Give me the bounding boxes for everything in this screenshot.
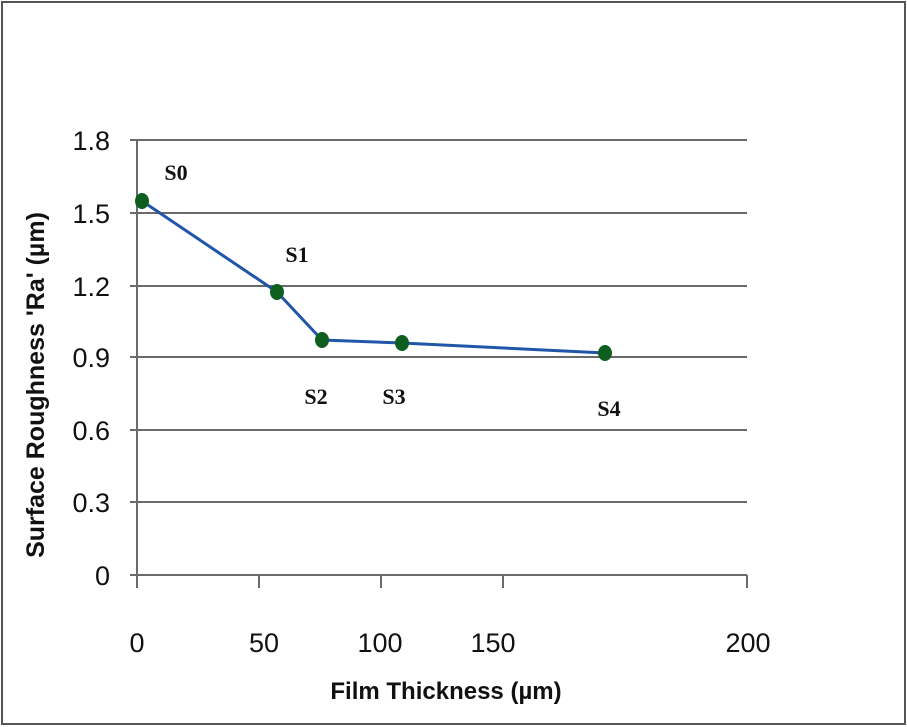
x-tick-label: 0 bbox=[129, 628, 144, 658]
y-tick-label: 0.6 bbox=[72, 416, 110, 446]
marker-s1 bbox=[270, 284, 284, 300]
point-label-s3: S3 bbox=[382, 384, 405, 409]
x-tick-label: 150 bbox=[470, 628, 515, 658]
y-tick-label: 1.5 bbox=[72, 199, 110, 229]
x-tick-labels: 0 50 100 150 200 bbox=[129, 628, 770, 658]
y-tick-label: 0 bbox=[95, 561, 110, 591]
point-label-s1: S1 bbox=[285, 242, 308, 267]
x-axis-title: Film Thickness (µm) bbox=[330, 678, 561, 705]
y-tick-label: 1.8 bbox=[72, 126, 110, 156]
marker-s0 bbox=[135, 193, 149, 209]
gridlines bbox=[130, 139, 747, 503]
y-tick-label: 1.2 bbox=[72, 272, 110, 302]
x-tick-label: 200 bbox=[725, 628, 770, 658]
data-series-line bbox=[141, 199, 606, 355]
y-tick-label: 0.9 bbox=[72, 343, 110, 373]
x-tick-label: 50 bbox=[249, 628, 279, 658]
y-tick-label: 0.3 bbox=[72, 488, 110, 518]
point-label-s2: S2 bbox=[304, 384, 327, 409]
data-markers bbox=[135, 193, 612, 361]
point-labels: S0 S1 S2 S3 S4 bbox=[164, 160, 620, 421]
y-axis-title: Surface Roughness 'Ra' (µm) bbox=[22, 212, 50, 558]
x-tick-label: 100 bbox=[357, 628, 402, 658]
point-label-s4: S4 bbox=[597, 396, 620, 421]
axes bbox=[130, 140, 748, 588]
marker-s3 bbox=[395, 335, 409, 351]
point-label-s0: S0 bbox=[164, 160, 187, 185]
y-tick-labels: 1.8 1.5 1.2 0.9 0.6 0.3 0 bbox=[72, 126, 110, 591]
marker-s2 bbox=[315, 332, 329, 348]
marker-s4 bbox=[598, 345, 612, 361]
